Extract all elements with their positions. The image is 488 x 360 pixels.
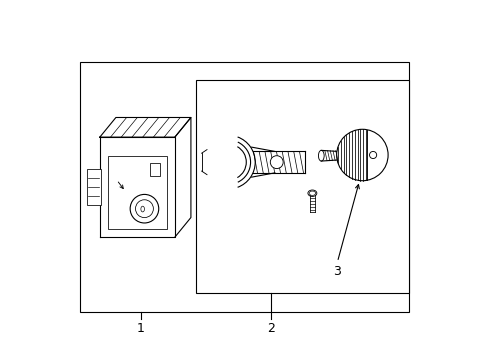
Bar — [80, 62, 408, 312]
Text: 2: 2 — [267, 322, 275, 335]
Bar — [87, 169, 101, 205]
Text: 1: 1 — [137, 322, 144, 335]
Circle shape — [336, 129, 387, 181]
Bar — [196, 80, 408, 293]
Circle shape — [270, 156, 283, 168]
Ellipse shape — [307, 190, 316, 197]
Bar — [107, 156, 166, 229]
Circle shape — [369, 152, 376, 158]
Ellipse shape — [318, 150, 324, 161]
Bar — [149, 163, 160, 176]
Ellipse shape — [308, 191, 315, 195]
Text: 3: 3 — [333, 265, 341, 278]
